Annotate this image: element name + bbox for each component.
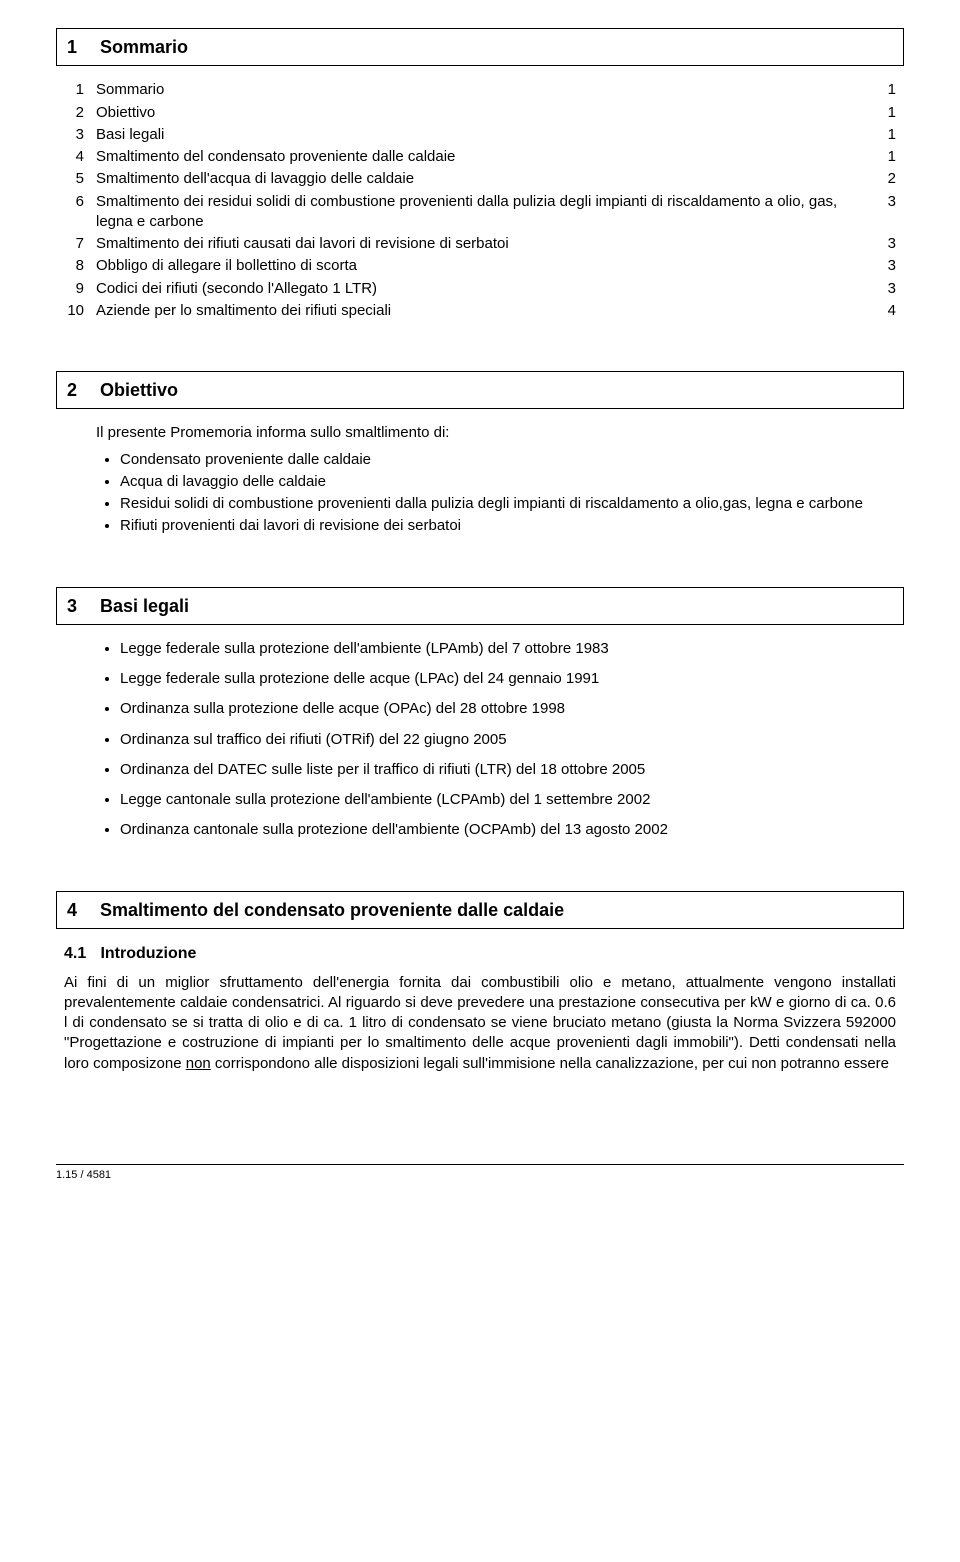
toc-label: Obiettivo xyxy=(96,103,872,123)
toc-row: 1 Sommario 1 xyxy=(64,80,896,100)
toc-num: 3 xyxy=(64,125,96,145)
toc-label: Basi legali xyxy=(96,125,872,145)
section-title: Smaltimento del condensato proveniente d… xyxy=(100,900,564,920)
toc-row: 8 Obbligo di allegare il bollettino di s… xyxy=(64,256,896,276)
list-item: Ordinanza sulla protezione delle acque (… xyxy=(120,699,884,719)
toc-row: 9 Codici dei rifiuti (secondo l'Allegato… xyxy=(64,279,896,299)
sub-heading-introduzione: 4.1 Introduzione xyxy=(64,943,904,965)
list-item: Ordinanza cantonale sulla protezione del… xyxy=(120,820,884,840)
sub-heading-num: 4.1 xyxy=(64,943,96,965)
basi-legali-list: Legge federale sulla protezione dell'amb… xyxy=(96,639,884,841)
toc-label: Smaltimento dei rifiuti causati dai lavo… xyxy=(96,234,872,254)
toc-row: 7 Smaltimento dei rifiuti causati dai la… xyxy=(64,234,896,254)
toc-page: 3 xyxy=(872,256,896,276)
list-item: Residui solidi di combustione provenient… xyxy=(120,494,884,514)
toc-num: 9 xyxy=(64,279,96,299)
toc-row: 5 Smaltimento dell'acqua di lavaggio del… xyxy=(64,169,896,189)
page-footer: 1.15 / 4581 xyxy=(56,1164,904,1183)
list-item: Acqua di lavaggio delle caldaie xyxy=(120,472,884,492)
obiettivo-lead: Il presente Promemoria informa sullo sma… xyxy=(96,423,884,443)
toc-page: 1 xyxy=(872,147,896,167)
toc-num: 6 xyxy=(64,192,96,233)
basi-legali-body: Legge federale sulla protezione dell'amb… xyxy=(56,639,904,841)
toc-num: 4 xyxy=(64,147,96,167)
list-item: Ordinanza sul traffico dei rifiuti (OTRi… xyxy=(120,730,884,750)
toc-num: 10 xyxy=(64,301,96,321)
toc-num: 8 xyxy=(64,256,96,276)
footer-text: 1.15 / 4581 xyxy=(56,1169,111,1181)
toc-label: Smaltimento dei residui solidi di combus… xyxy=(96,192,872,233)
toc-page: 1 xyxy=(872,103,896,123)
section-heading-smaltimento-condensato: 4 Smaltimento del condensato proveniente… xyxy=(56,891,904,929)
toc-page: 3 xyxy=(872,192,896,233)
table-of-contents: 1 Sommario 1 2 Obiettivo 1 3 Basi legali… xyxy=(56,80,904,321)
toc-page: 2 xyxy=(872,169,896,189)
toc-page: 1 xyxy=(872,125,896,145)
para-text-b: corrispondono alle disposizioni legali s… xyxy=(211,1055,889,1072)
toc-page: 3 xyxy=(872,234,896,254)
toc-row: 4 Smaltimento del condensato proveniente… xyxy=(64,147,896,167)
list-item: Ordinanza del DATEC sulle liste per il t… xyxy=(120,760,884,780)
list-item: Condensato proveniente dalle caldaie xyxy=(120,450,884,470)
list-item: Legge federale sulla protezione delle ac… xyxy=(120,669,884,689)
toc-row: 2 Obiettivo 1 xyxy=(64,103,896,123)
toc-num: 2 xyxy=(64,103,96,123)
toc-page: 3 xyxy=(872,279,896,299)
toc-row: 3 Basi legali 1 xyxy=(64,125,896,145)
toc-label: Smaltimento dell'acqua di lavaggio delle… xyxy=(96,169,872,189)
toc-label: Codici dei rifiuti (secondo l'Allegato 1… xyxy=(96,279,872,299)
toc-label: Aziende per lo smaltimento dei rifiuti s… xyxy=(96,301,872,321)
section-heading-basi-legali: 3 Basi legali xyxy=(56,587,904,625)
introduzione-paragraph: Ai fini di un miglior sfruttamento dell'… xyxy=(56,973,904,1074)
section-title: Sommario xyxy=(100,37,188,57)
section-title: Basi legali xyxy=(100,596,189,616)
toc-page: 4 xyxy=(872,301,896,321)
toc-num: 5 xyxy=(64,169,96,189)
toc-label: Obbligo di allegare il bollettino di sco… xyxy=(96,256,872,276)
section-num: 2 xyxy=(67,378,95,402)
section-heading-obiettivo: 2 Obiettivo xyxy=(56,371,904,409)
toc-row: 10 Aziende per lo smaltimento dei rifiut… xyxy=(64,301,896,321)
list-item: Legge cantonale sulla protezione dell'am… xyxy=(120,790,884,810)
toc-num: 7 xyxy=(64,234,96,254)
toc-label: Sommario xyxy=(96,80,872,100)
toc-page: 1 xyxy=(872,80,896,100)
para-text-underlined: non xyxy=(186,1055,211,1072)
section-num: 3 xyxy=(67,594,95,618)
toc-label: Smaltimento del condensato proveniente d… xyxy=(96,147,872,167)
list-item: Rifiuti provenienti dai lavori di revisi… xyxy=(120,516,884,536)
section-heading-sommario: 1 Sommario xyxy=(56,28,904,66)
section-title: Obiettivo xyxy=(100,380,178,400)
list-item: Legge federale sulla protezione dell'amb… xyxy=(120,639,884,659)
section-num: 4 xyxy=(67,898,95,922)
toc-num: 1 xyxy=(64,80,96,100)
obiettivo-list: Condensato proveniente dalle caldaie Acq… xyxy=(96,450,884,537)
obiettivo-body: Il presente Promemoria informa sullo sma… xyxy=(56,423,904,536)
toc-row: 6 Smaltimento dei residui solidi di comb… xyxy=(64,192,896,233)
section-num: 1 xyxy=(67,35,95,59)
sub-heading-title: Introduzione xyxy=(100,945,196,962)
